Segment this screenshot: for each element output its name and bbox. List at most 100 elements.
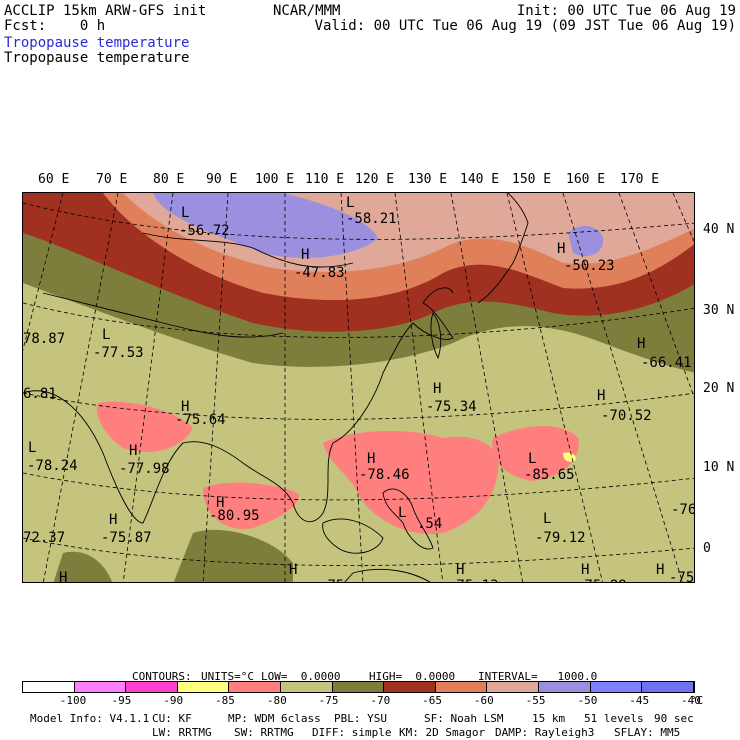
graticule [23, 193, 694, 582]
model-info-item: SW: RRTMG [234, 726, 294, 739]
units-label: UNITS=°C [201, 670, 254, 683]
extremum-value: -75.88 [576, 579, 627, 582]
lon-label: 90 E [206, 172, 238, 187]
high-marker: H [301, 247, 310, 263]
lat-label: 30 N [703, 303, 735, 318]
shading-minus50-east [568, 226, 604, 257]
field-title-shaded: Tropopause temperature [4, 35, 190, 51]
model-info-item: SF: Noah LSM [424, 712, 504, 725]
colorbar-swatch [74, 682, 127, 692]
model-info-item: LW: RRTMG [152, 726, 212, 739]
model-info-item: KM: 2D Smagor [399, 726, 486, 739]
extremum-value: -75.34 [426, 399, 477, 415]
colorbar-label: -80 [266, 694, 287, 707]
extremum-value: -50.23 [564, 258, 615, 274]
lon-label: 70 E [96, 172, 128, 187]
map-canvas [23, 193, 694, 582]
model-info-item: DAMP: Rayleigh3 [495, 726, 595, 739]
lon-label: 100 E [255, 172, 295, 187]
low-marker: L [346, 195, 355, 211]
extremum-value: -79.12 [535, 530, 586, 546]
low-marker: L [543, 511, 552, 527]
extremum-value: -75.13 [448, 579, 499, 582]
low-label: LOW= 0.0000 [261, 670, 341, 683]
model-info-item: 51 levels [584, 712, 644, 725]
colorbar-label: -85 [215, 694, 235, 707]
interval-label: INTERVAL= 1000.0 [478, 670, 598, 683]
lon-label: 80 E [153, 172, 185, 187]
extremum-value: 6.81 [23, 386, 57, 402]
colorbar-label: -65 [422, 694, 443, 707]
high-marker: H [433, 381, 442, 397]
extremum-value: -75 [669, 570, 695, 583]
high-marker: H [557, 241, 566, 257]
colorbar-label: -40 [681, 694, 701, 707]
low-marker: L [102, 327, 111, 343]
extremum-value: -70.52 [601, 408, 652, 424]
colorbar-swatch [126, 682, 178, 692]
model-info-item: Model Info: V4.1.1 [30, 712, 150, 725]
lon-label: 60 E [38, 172, 70, 187]
colorbar-label: -75 [318, 694, 339, 707]
colorbar-swatch [590, 682, 643, 692]
lon-label: 140 E [460, 172, 500, 187]
field-title-contour: Tropopause temperature [4, 50, 190, 66]
model-info-item: DIFF: simple [312, 726, 392, 739]
shading-minus80-india [97, 401, 193, 452]
extremum-value: -85.65 [524, 467, 575, 483]
colorbar-swatch [177, 682, 230, 692]
colorbar-swatch [332, 682, 385, 692]
forecast-hour: Fcst: 0 h [4, 18, 106, 34]
lat-label: 0 [703, 541, 711, 556]
model-info-item: SFLAY: MM5 [614, 726, 681, 739]
colorbar-swatch [23, 682, 75, 692]
lon-label: 110 E [305, 172, 345, 187]
colorbar-label: -50 [577, 694, 598, 707]
colorbar-label: -70 [370, 694, 391, 707]
low-marker: L [398, 505, 407, 521]
colorbar-unit: °C [690, 694, 704, 707]
colorbar-label: -45 [629, 694, 650, 707]
init-time: Init: 00 UTC Tue 06 Aug 19 [516, 3, 736, 19]
colorbar-label: -100 [59, 694, 87, 707]
lat-label: 20 N [703, 381, 735, 396]
extremum-value: -77.53 [93, 345, 144, 361]
colorbar-label: -60 [473, 694, 494, 707]
lon-label: 120 E [355, 172, 395, 187]
center-name: NCAR/MMM [273, 3, 341, 19]
lon-label: 170 E [620, 172, 660, 187]
high-marker: H [581, 562, 590, 578]
extremum-value: -47.83 [294, 265, 345, 281]
shading-minus80-bay [203, 482, 299, 529]
extremum-value: -77.98 [119, 461, 170, 477]
high-marker: H [129, 443, 138, 459]
model-info-item: CU: KF [152, 712, 192, 725]
shading-minus80-philippines [323, 431, 499, 534]
extremum-value: -58.21 [346, 211, 397, 227]
high-marker: H [597, 388, 606, 404]
high-marker: H [109, 512, 118, 528]
low-marker: L [528, 451, 537, 467]
extremum-value: -76 [671, 502, 695, 518]
high-marker: H [637, 336, 646, 352]
colorbar-swatch [539, 682, 591, 692]
colorbar-swatch [281, 682, 333, 692]
model-info-item: 90 sec [654, 712, 694, 725]
lon-label: 130 E [408, 172, 448, 187]
high-marker: H [367, 451, 376, 467]
lon-label: 150 E [512, 172, 552, 187]
contours-label: CONTOURS: [132, 670, 192, 683]
extremum-value: -75.64 [175, 412, 226, 428]
model-info-item: PBL: YSU [334, 712, 387, 725]
shading-minus70-sw [53, 551, 113, 582]
extremum-value: -75 [319, 579, 344, 582]
high-marker: H [216, 495, 225, 511]
high-marker: H [289, 562, 298, 578]
high-label: HIGH= 0.0000 [369, 670, 456, 683]
extremum-value: -78.46 [359, 467, 410, 483]
extremum-value: 72.37 [23, 530, 66, 546]
colorbar-label: -90 [163, 694, 184, 707]
low-marker: L [181, 205, 190, 221]
low-marker: L [28, 440, 37, 456]
colorbar [22, 681, 695, 693]
